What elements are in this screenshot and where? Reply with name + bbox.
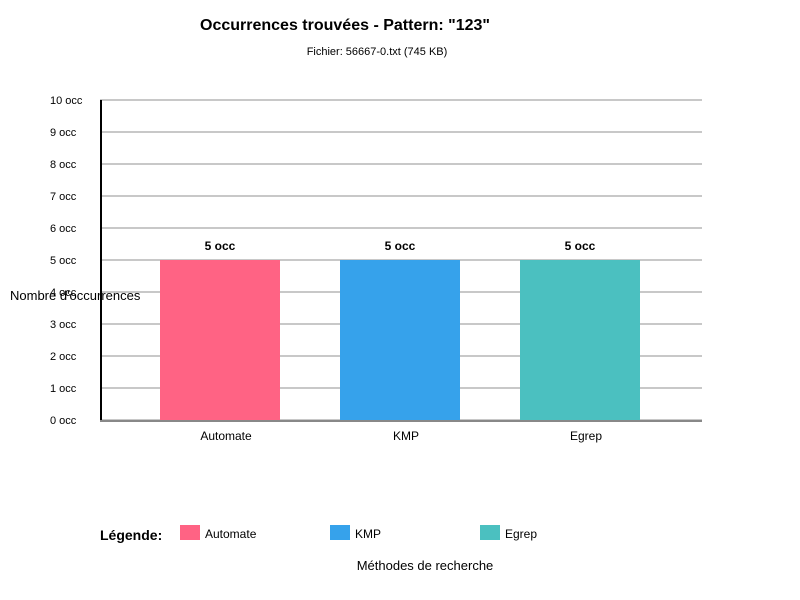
data-label: 5 occ xyxy=(385,239,416,253)
data-labels: 5 occ 5 occ 5 occ xyxy=(205,239,596,253)
y-tick-label: 9 occ xyxy=(50,127,77,139)
y-tick-label: 5 occ xyxy=(50,255,77,267)
x-axis-label: Méthodes de recherche xyxy=(357,558,494,573)
y-tick-label: 10 occ xyxy=(50,95,83,107)
legend-title: Légende: xyxy=(100,527,162,543)
legend-entry: Egrep xyxy=(505,527,537,541)
bar-automate xyxy=(160,260,280,420)
bars xyxy=(160,260,640,420)
legend: Automate KMP Egrep xyxy=(180,525,537,541)
y-tick-label: 0 occ xyxy=(50,415,77,427)
legend-swatch xyxy=(480,525,500,540)
y-axis-ticks: 0 occ 1 occ 2 occ 3 occ 4 occ 5 occ 6 occ 7 occ… xyxy=(50,95,83,427)
legend-swatch xyxy=(330,525,350,540)
bar-kmp xyxy=(340,260,460,420)
y-tick-label: 2 occ xyxy=(50,351,77,363)
x-tick-label: KMP xyxy=(393,429,419,443)
legend-swatch xyxy=(180,525,200,540)
y-tick-label: 4 occ xyxy=(50,287,77,299)
y-tick-label: 7 occ xyxy=(50,191,77,203)
legend-entry: KMP xyxy=(355,527,381,541)
chart-title: Occurrences trouvées - Pattern: "123" xyxy=(200,17,490,34)
x-tick-label: Automate xyxy=(200,429,252,443)
data-label: 5 occ xyxy=(565,239,596,253)
legend-entry: Automate xyxy=(205,527,257,541)
y-tick-label: 1 occ xyxy=(50,383,77,395)
chart-subtitle: Fichier: 56667-0.txt (745 KB) xyxy=(307,46,448,58)
y-tick-label: 3 occ xyxy=(50,319,77,331)
bar-egrep xyxy=(520,260,640,420)
y-tick-label: 6 occ xyxy=(50,223,77,235)
x-tick-label: Egrep xyxy=(570,429,602,443)
y-axis-label: Nombre d'occurrences xyxy=(10,288,141,303)
data-label: 5 occ xyxy=(205,239,236,253)
x-axis-ticks: Automate KMP Egrep xyxy=(200,429,602,443)
y-tick-label: 8 occ xyxy=(50,159,77,171)
